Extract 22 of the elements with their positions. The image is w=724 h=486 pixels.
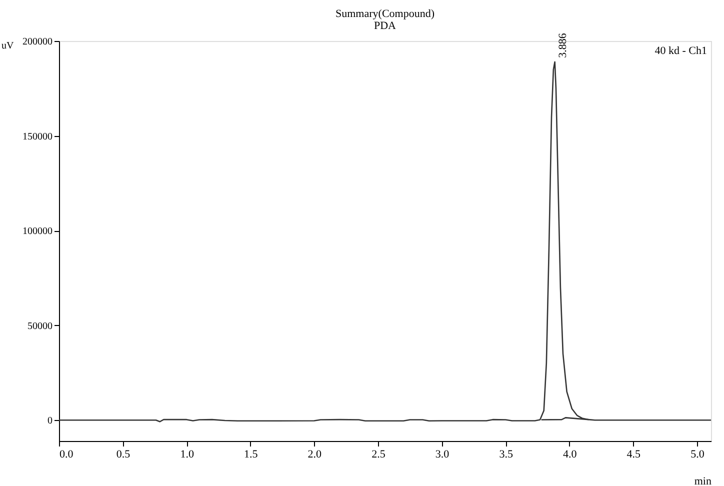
x-tick-label: 2.0 <box>308 448 322 460</box>
y-tick-label: 100000 <box>22 226 52 238</box>
annotation: 3.886 <box>556 32 569 58</box>
y-tick-label: 200000 <box>22 36 52 48</box>
x-axis-title: min <box>694 476 712 486</box>
y-tick-label: 0 <box>48 416 52 427</box>
annotation: 40 kd - Ch1 <box>654 45 707 57</box>
x-tick-label: 4.5 <box>626 448 642 460</box>
x-tick-label: 0.5 <box>116 448 131 460</box>
chart-subtitle: PDA <box>374 20 396 32</box>
x-tick-label: 1.5 <box>244 448 258 460</box>
y-axis-title: uV <box>2 40 14 52</box>
x-tick-label: 3.5 <box>499 448 514 460</box>
chart-title: Summary(Compound) <box>336 8 435 20</box>
x-tick-label: 1.0 <box>180 448 194 460</box>
x-tick-label: 3.0 <box>435 448 450 460</box>
x-tick-label: 2.5 <box>372 448 386 460</box>
y-tick-label: 150000 <box>22 131 52 142</box>
x-tick-label: 0.0 <box>60 448 74 460</box>
x-tick-label: 5.0 <box>690 448 705 460</box>
y-tick-label: 50000 <box>28 320 52 332</box>
x-tick-label: 4.0 <box>562 448 578 460</box>
